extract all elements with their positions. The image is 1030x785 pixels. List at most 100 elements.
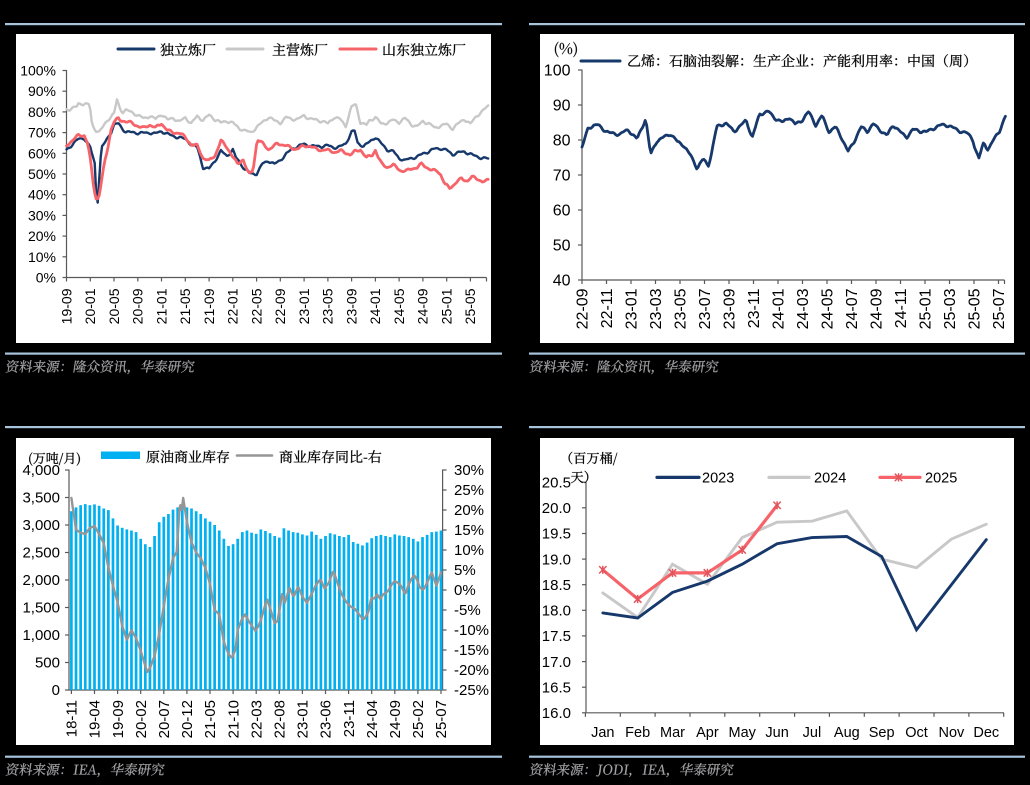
svg-text:23-05: 23-05 xyxy=(673,288,690,329)
svg-text:23-05: 23-05 xyxy=(320,288,336,324)
svg-text:24-04: 24-04 xyxy=(364,700,381,738)
svg-text:23-01: 23-01 xyxy=(295,700,312,738)
svg-text:22-03: 22-03 xyxy=(248,700,265,738)
svg-text:23-01: 23-01 xyxy=(624,288,641,329)
svg-text:20%: 20% xyxy=(454,502,484,519)
svg-text:24-11: 24-11 xyxy=(893,288,910,328)
svg-text:-5%: -5% xyxy=(454,602,481,619)
svg-text:-20%: -20% xyxy=(454,662,489,679)
svg-text:22-09: 22-09 xyxy=(272,288,288,324)
svg-text:2025: 2025 xyxy=(925,471,957,487)
svg-text:10%: 10% xyxy=(28,249,56,265)
svg-text:-15%: -15% xyxy=(454,642,489,659)
svg-text:60%: 60% xyxy=(28,145,56,161)
svg-text:50: 50 xyxy=(553,238,571,255)
svg-text:25-01: 25-01 xyxy=(438,288,454,324)
svg-text:20-12: 20-12 xyxy=(179,700,196,738)
svg-text:0%: 0% xyxy=(36,270,56,286)
svg-text:60: 60 xyxy=(553,203,571,220)
svg-text:80%: 80% xyxy=(28,104,56,120)
svg-text:23-07: 23-07 xyxy=(697,288,714,329)
svg-text:24-01: 24-01 xyxy=(771,288,788,329)
svg-text:24-09: 24-09 xyxy=(869,288,886,329)
svg-text:24-05: 24-05 xyxy=(820,288,837,329)
svg-text:0%: 0% xyxy=(454,582,476,599)
svg-text:23-03: 23-03 xyxy=(648,288,665,329)
svg-text:25-02: 25-02 xyxy=(410,700,427,738)
svg-text:17.0: 17.0 xyxy=(542,654,571,671)
svg-text:16.0: 16.0 xyxy=(542,705,571,722)
svg-text:17.5: 17.5 xyxy=(542,628,571,645)
svg-text:20-02: 20-02 xyxy=(133,700,150,738)
svg-text:20-09: 20-09 xyxy=(130,288,146,324)
svg-text:5%: 5% xyxy=(454,562,476,579)
svg-text:Sep: Sep xyxy=(869,725,895,741)
svg-text:19-04: 19-04 xyxy=(87,700,104,738)
svg-text:-25%: -25% xyxy=(454,682,489,699)
svg-text:21-01: 21-01 xyxy=(153,288,169,324)
svg-text:25-01: 25-01 xyxy=(918,288,935,329)
svg-text:2,500: 2,500 xyxy=(22,545,60,562)
svg-text:70%: 70% xyxy=(28,125,56,141)
svg-text:25%: 25% xyxy=(454,482,484,499)
svg-text:16.5: 16.5 xyxy=(542,679,571,696)
svg-text:22-09: 22-09 xyxy=(575,288,592,329)
svg-text:3,500: 3,500 xyxy=(22,490,60,507)
svg-text:500: 500 xyxy=(35,655,60,672)
svg-text:21-09: 21-09 xyxy=(201,288,217,324)
svg-text:23-11: 23-11 xyxy=(341,700,358,737)
svg-text:25-03: 25-03 xyxy=(942,288,959,329)
svg-text:25-05: 25-05 xyxy=(967,288,984,329)
svg-text:24-05: 24-05 xyxy=(391,288,407,324)
svg-text:2,000: 2,000 xyxy=(22,572,60,589)
svg-text:0: 0 xyxy=(52,682,60,699)
svg-text:23-06: 23-06 xyxy=(318,700,335,738)
svg-text:22-01: 22-01 xyxy=(225,288,241,324)
svg-text:23-09: 23-09 xyxy=(343,288,359,324)
svg-text:1,000: 1,000 xyxy=(22,627,60,644)
svg-text:Jun: Jun xyxy=(765,725,788,741)
svg-text:50%: 50% xyxy=(28,166,56,182)
svg-text:18.5: 18.5 xyxy=(542,577,571,594)
svg-text:3,000: 3,000 xyxy=(22,517,60,534)
svg-text:19-09: 19-09 xyxy=(110,700,127,738)
svg-text:-10%: -10% xyxy=(454,622,489,639)
svg-text:100: 100 xyxy=(544,63,571,80)
svg-text:2024: 2024 xyxy=(814,471,846,487)
svg-text:Apr: Apr xyxy=(696,725,719,741)
svg-text:Aug: Aug xyxy=(834,725,860,741)
svg-text:4,000: 4,000 xyxy=(22,462,60,479)
svg-text:21-10: 21-10 xyxy=(225,700,242,738)
svg-text:23-11: 23-11 xyxy=(746,288,763,328)
svg-text:24-09: 24-09 xyxy=(387,700,404,738)
svg-text:30%: 30% xyxy=(454,462,484,479)
svg-text:22-05: 22-05 xyxy=(248,288,264,324)
svg-text:24-09: 24-09 xyxy=(415,288,431,324)
svg-text:Feb: Feb xyxy=(625,725,650,741)
svg-text:23-01: 23-01 xyxy=(296,288,312,324)
svg-text:20.0: 20.0 xyxy=(542,500,571,517)
svg-text:40: 40 xyxy=(553,273,571,290)
svg-text:Jul: Jul xyxy=(803,725,822,741)
svg-text:Mar: Mar xyxy=(660,725,685,741)
svg-text:30%: 30% xyxy=(28,207,56,223)
svg-text:Dec: Dec xyxy=(973,725,999,741)
svg-text:18-11: 18-11 xyxy=(64,700,81,737)
svg-text:80: 80 xyxy=(553,133,571,150)
svg-text:20%: 20% xyxy=(28,228,56,244)
svg-text:1,500: 1,500 xyxy=(22,600,60,617)
svg-text:40%: 40% xyxy=(28,187,56,203)
svg-text:22-08: 22-08 xyxy=(272,700,289,738)
svg-text:23-09: 23-09 xyxy=(722,288,739,329)
svg-text:21-05: 21-05 xyxy=(202,700,219,738)
svg-text:Jan: Jan xyxy=(591,725,614,741)
svg-text:90%: 90% xyxy=(28,83,56,99)
svg-text:70: 70 xyxy=(553,168,571,185)
svg-text:20-07: 20-07 xyxy=(156,700,173,738)
svg-text:19-09: 19-09 xyxy=(58,288,74,324)
svg-text:25-05: 25-05 xyxy=(462,288,478,324)
svg-text:24-01: 24-01 xyxy=(367,288,383,324)
svg-text:20-01: 20-01 xyxy=(82,288,98,324)
svg-text:10%: 10% xyxy=(454,542,484,559)
svg-text:21-05: 21-05 xyxy=(177,288,193,324)
